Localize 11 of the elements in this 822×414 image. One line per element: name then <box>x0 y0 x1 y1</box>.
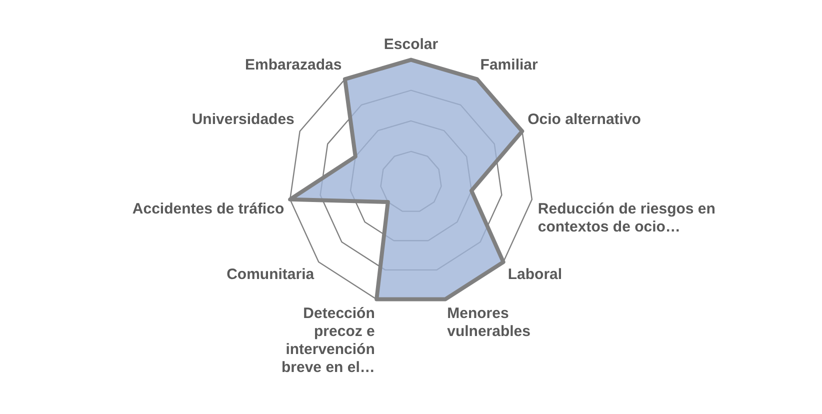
spoke-label: Reducción de riesgos en contextos de ocio… <box>538 200 716 236</box>
spoke-label: Laboral <box>508 266 562 284</box>
spoke-label: Comunitaria <box>226 266 315 284</box>
spoke-label: Embarazadas <box>244 56 342 74</box>
spoke-label: Detección precoz e intervención breve en el… <box>281 305 375 376</box>
spoke-label: Ocio alternativo <box>528 110 641 128</box>
spoke-label: Menores vulnerables <box>447 305 530 340</box>
spoke-label: Accidentes de tráfico <box>132 200 284 218</box>
spoke-label: Universidades <box>192 110 294 128</box>
spoke-label: Escolar <box>384 36 438 53</box>
spoke-label: Familiar <box>480 56 538 74</box>
